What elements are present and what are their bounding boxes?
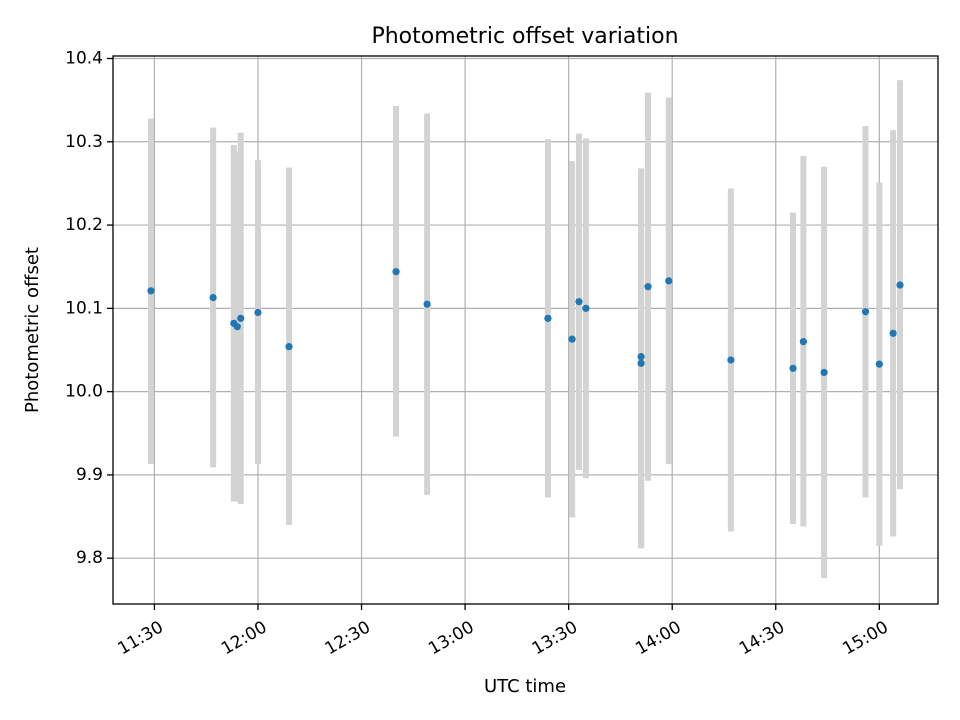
plot-frame <box>112 55 939 605</box>
data-point <box>896 281 904 289</box>
x-axis-label: UTC time <box>484 676 566 697</box>
data-point <box>233 323 241 331</box>
data-point <box>544 314 552 322</box>
data-point <box>582 304 590 312</box>
data-point <box>147 287 155 295</box>
data-point <box>637 353 645 361</box>
data-point <box>665 277 673 285</box>
data-point <box>799 338 807 346</box>
data-point <box>575 298 583 306</box>
data-point <box>889 329 897 337</box>
y-tick-label: 9.8 <box>76 548 103 568</box>
data-point <box>644 283 652 291</box>
data-point <box>254 308 262 317</box>
data-point <box>285 343 293 351</box>
data-point <box>820 368 828 377</box>
data-point <box>209 293 217 302</box>
data-point <box>727 356 735 364</box>
y-tick-label: 10.0 <box>65 382 103 402</box>
y-tick-label: 9.9 <box>76 465 103 485</box>
data-point <box>789 364 797 372</box>
y-tick-label: 10.1 <box>65 298 103 318</box>
y-tick-label: 10.4 <box>65 48 103 68</box>
data-point <box>237 314 245 322</box>
chart-title: Photometric offset variation <box>371 24 678 49</box>
data-point <box>875 360 883 368</box>
data-point <box>568 335 576 343</box>
y-tick-label: 10.2 <box>65 215 103 235</box>
y-axis-ticks: 9.8 9.9 10.0 10.1 10.2 10.3 10.4 <box>65 48 113 568</box>
data-point <box>423 300 431 308</box>
data-point <box>637 359 645 367</box>
data-point <box>392 268 400 276</box>
data-points <box>147 268 904 377</box>
y-tick-label: 10.3 <box>65 132 103 152</box>
y-axis-label: Photometric offset <box>22 247 43 413</box>
data-point <box>861 308 870 316</box>
